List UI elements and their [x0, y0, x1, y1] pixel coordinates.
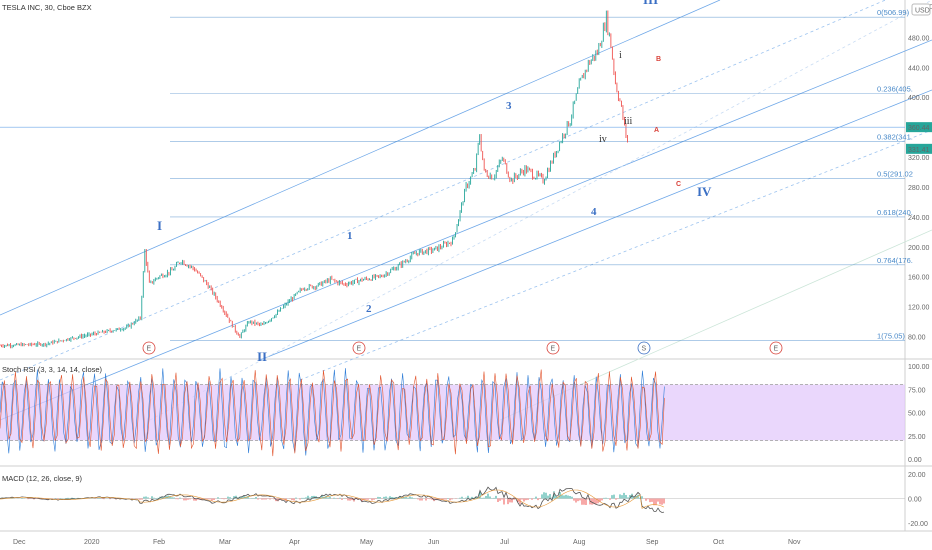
- price-axis-tick: 160.00: [908, 275, 930, 282]
- wave-label-roman: iv: [599, 134, 607, 145]
- macd-signal-line: [0, 489, 665, 509]
- event-marker: [637, 341, 651, 355]
- x-axis-tick: Sep: [646, 539, 659, 546]
- wave-label-big: II: [257, 349, 267, 364]
- price-axis-tick: 280.00: [908, 185, 930, 192]
- channel-line-2: [259, 89, 932, 361]
- price-axis-tick: 200.00: [908, 245, 930, 252]
- x-axis-tick: Jun: [428, 539, 439, 546]
- currency-label: USD: [915, 8, 930, 15]
- wave-label-roman: i: [619, 50, 622, 61]
- x-axis-tick: Apr: [289, 539, 301, 546]
- currency-badge[interactable]: USD: [911, 3, 931, 16]
- x-axis-tick: Nov: [788, 539, 801, 546]
- event-marker: [546, 341, 560, 355]
- macd-line: [0, 486, 665, 513]
- stoch-axis-tick: 75.00: [908, 387, 926, 394]
- macd-title: MACD (12, 26, close, 9): [2, 474, 83, 483]
- stoch-rsi-pane: [0, 368, 905, 457]
- channel-line-1: [0, 39, 932, 421]
- last-price-label: 360.44: [908, 125, 930, 132]
- channel-line-3: [0, 0, 887, 381]
- price-axis-tick: 480.00: [908, 35, 930, 42]
- x-axis-tick: Oct: [713, 539, 724, 546]
- price-axis-tick: 440.00: [908, 65, 930, 72]
- channel-line-4: [299, 129, 932, 381]
- x-axis-tick: Jul: [500, 539, 509, 546]
- x-axis-tick: Mar: [219, 539, 232, 546]
- pane-frames: [0, 0, 932, 532]
- prev-close-label: 331.41: [908, 147, 930, 154]
- price-pane: 0(506.99) 0.236(405. 0.382(341. 0.5(291.02 0…: [0, 0, 932, 421]
- symbol-title: TESLA INC, 30, Cboe BZX: [2, 3, 92, 12]
- wave-label-abc: C: [676, 181, 681, 188]
- fib-label: 0.382(341.: [877, 132, 913, 141]
- wave-label-small: 1: [347, 230, 353, 242]
- wave-label-small: 4: [591, 206, 597, 218]
- event-marker-label: E: [774, 346, 779, 353]
- macd-axis-tick: 0.00: [908, 497, 922, 504]
- price-axis-tick: 120.00: [908, 305, 930, 312]
- macd-axis-tick: -20.00: [908, 521, 928, 528]
- event-marker-label: E: [551, 346, 556, 353]
- channel-line-5: [149, 0, 932, 421]
- stoch-axis-tick: 50.00: [908, 411, 926, 418]
- x-axis-tick: Feb: [153, 539, 165, 546]
- event-marker: [352, 341, 366, 355]
- axes: 480.00440.00400.00360.00320.00280.00240.…: [13, 4, 932, 546]
- x-axis-tick: 2020: [84, 539, 100, 546]
- last-price-badge: [906, 122, 932, 133]
- price-axis-tick: 240.00: [908, 215, 930, 222]
- fib-label: 1(75.05): [877, 331, 905, 340]
- x-axis-tick: Aug: [573, 539, 586, 546]
- channel-line-0: [0, 0, 721, 316]
- event-marker: [769, 341, 783, 355]
- price-axis-tick: 80.00: [908, 335, 926, 342]
- price-axis-tick: 400.00: [908, 95, 930, 102]
- stoch-axis-tick: 0.00: [908, 457, 922, 464]
- fib-label: 0.236(405.: [877, 84, 913, 93]
- wave-label-abc: B: [656, 56, 661, 63]
- prev-close-badge: [906, 143, 932, 154]
- fib-label: 0.5(291.02: [877, 170, 913, 179]
- fib-label: 0.618(240.: [877, 208, 913, 217]
- x-axis-tick: Dec: [13, 539, 26, 546]
- wave-label-roman: iii: [624, 116, 633, 127]
- macd-pane: [0, 486, 905, 513]
- event-marker-label: E: [357, 346, 362, 353]
- stoch-rsi-title: Stoch RSI (3, 3, 14, 14, close): [2, 365, 103, 374]
- event-marker-label: E: [147, 346, 152, 353]
- price-axis-tick: 320.00: [908, 155, 930, 162]
- stoch-axis-tick: 25.00: [908, 434, 926, 441]
- event-marker: [142, 341, 156, 355]
- event-marker-label: S: [642, 346, 647, 353]
- x-axis-tick: May: [360, 539, 374, 546]
- stoch-d-line: [0, 369, 665, 457]
- wave-label-small: 2: [366, 303, 372, 315]
- wave-label-big: IV: [697, 184, 712, 199]
- fib-label: 0(506.99): [877, 8, 910, 17]
- stoch-k-line: [0, 368, 665, 456]
- wave-label-big: I: [157, 218, 162, 233]
- wave-label-small: 3: [506, 100, 512, 112]
- stoch-axis-tick: 100.00: [908, 364, 930, 371]
- fib-label: 0.764(176.: [877, 256, 913, 265]
- wave-label-big: III: [643, 0, 658, 7]
- wave-label-abc: A: [654, 127, 659, 134]
- macd-axis-tick: 20.00: [908, 472, 926, 479]
